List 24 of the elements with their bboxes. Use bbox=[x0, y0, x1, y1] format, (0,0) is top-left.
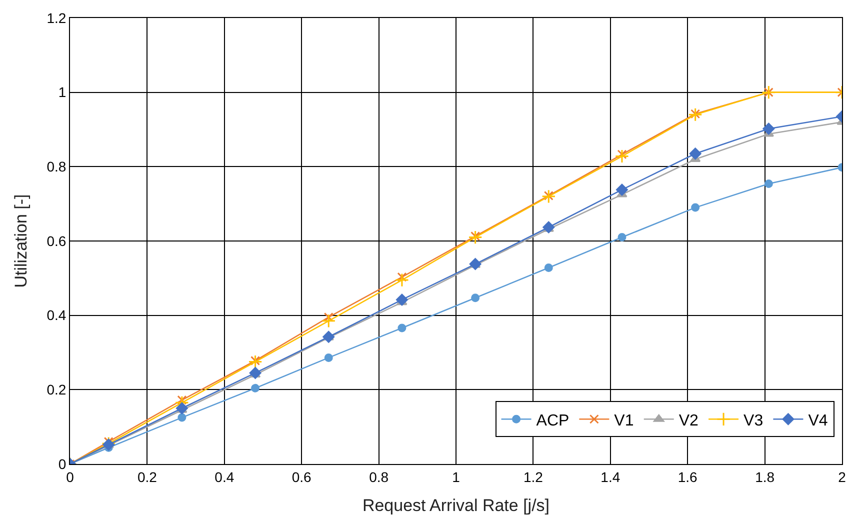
y-tick-label: 0.6 bbox=[46, 232, 66, 249]
legend-label: ACP bbox=[536, 412, 570, 430]
x-tick-label: 0.2 bbox=[137, 468, 158, 485]
legend-label: V4 bbox=[808, 412, 828, 430]
x-tick-label: 0.4 bbox=[214, 468, 234, 485]
x-tick-label: 0.8 bbox=[369, 468, 389, 485]
x-tick-label: 2 bbox=[838, 468, 846, 485]
y-tick-label: 1 bbox=[58, 84, 66, 100]
x-axis-title: Request Arrival Rate [j/s] bbox=[362, 496, 550, 516]
y-axis-title: Utilization [-] bbox=[11, 194, 30, 288]
y-tick-label: 1.2 bbox=[46, 10, 66, 26]
y-tick-label: 0.2 bbox=[46, 382, 66, 398]
y-tick-label: 0 bbox=[58, 456, 66, 472]
legend-label: V2 bbox=[678, 412, 699, 430]
x-tick-label: 1.2 bbox=[523, 468, 544, 485]
y-tick-label: 0.4 bbox=[46, 307, 66, 324]
x-tick-label: 1.6 bbox=[678, 468, 698, 485]
x-tick-label: 1 bbox=[452, 468, 460, 485]
legend-label: V1 bbox=[614, 412, 634, 430]
y-tick-label: 0.8 bbox=[46, 158, 66, 175]
x-tick-label: 0.6 bbox=[292, 468, 312, 485]
x-tick-label: 1.8 bbox=[755, 468, 775, 485]
legend-label: V3 bbox=[744, 412, 764, 430]
x-tick-label: 1.4 bbox=[600, 468, 620, 485]
